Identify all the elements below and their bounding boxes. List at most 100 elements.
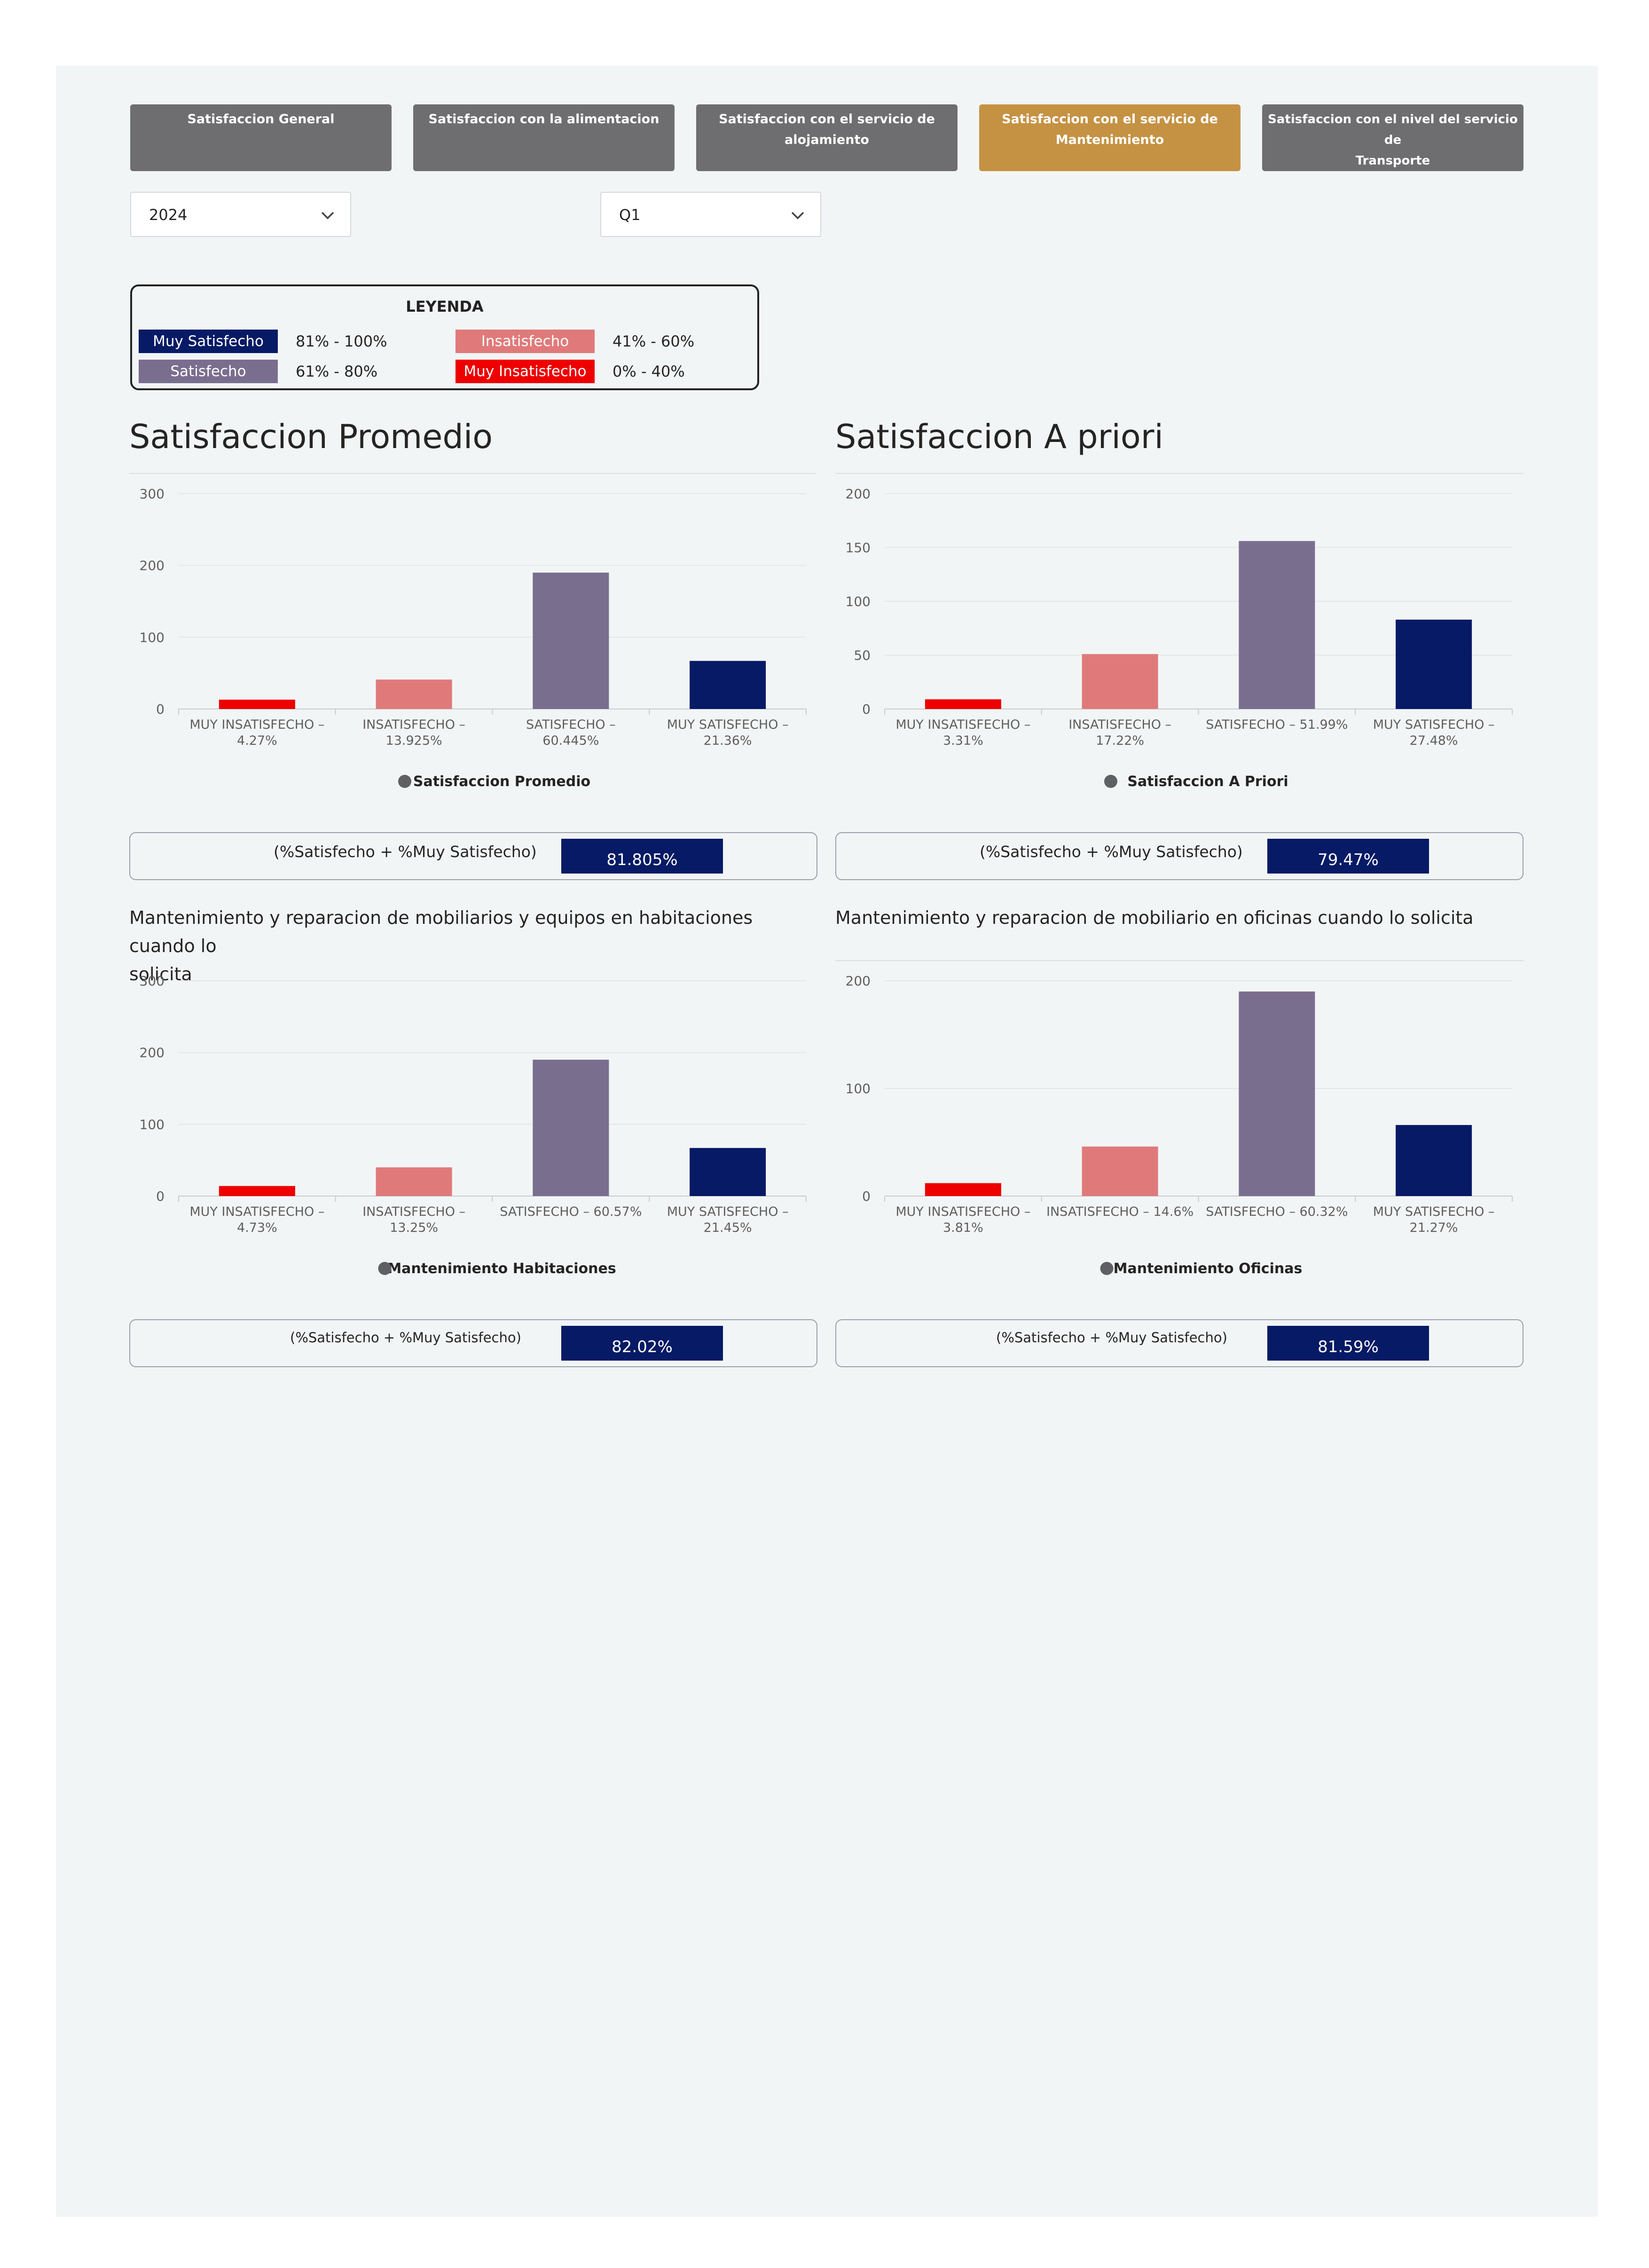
x-tick-label: MUY SATISFECHO – [1373,717,1495,732]
y-tick-label: 0 [156,1189,165,1204]
legend-label: Mantenimiento Habitaciones [387,1260,616,1277]
kpi-label: (%Satisfecho + %Muy Satisfecho) [996,1330,1227,1346]
tab-satisfaccion-transporte[interactable]: Satisfaccion con el nivel del servicio d… [1262,104,1523,171]
kpi-value: 82.02% [561,1326,723,1361]
x-tick-label: 27.48% [1410,733,1458,748]
x-tick-label: MUY INSATISFECHO – [895,1205,1030,1219]
tab-satisfaccion-mantenimiento[interactable]: Satisfaccion con el servicio de Mantenim… [979,104,1241,171]
x-tick-label: SATISFECHO – [526,717,616,732]
x-tick-label: INSATISFECHO – 14.6% [1046,1205,1194,1219]
y-tick-label: 0 [862,1189,871,1204]
legend-label: Mantenimiento Oficinas [1114,1260,1303,1277]
x-tick-label: MUY SATISFECHO – [1373,1205,1495,1219]
x-tick-label: MUY INSATISFECHO – [189,717,324,732]
bar-chart-mantenimiento-oficinas: 0 100 200 MUY INSATISFECHO – 3.81% INSATISFEC… [846,973,1513,1277]
kpi-label: (%Satisfecho + %Muy Satisfecho) [980,843,1243,861]
bar [376,1167,452,1196]
tab-label-line2: Transporte [1355,154,1430,168]
tab-satisfaccion-alimentacion[interactable]: Satisfaccion con la alimentacion [413,104,675,171]
y-tick-label: 100 [140,630,165,645]
x-tick-label: 21.36% [704,733,752,748]
quarter-select-value: Q1 [619,206,641,224]
kpi-label: (%Satisfecho + %Muy Satisfecho) [274,843,537,861]
kpi-value: 79.47% [1267,839,1429,874]
bar [690,661,766,709]
x-tick-label: 21.27% [1410,1221,1458,1235]
title-divider [835,473,1523,474]
kpi-label: (%Satisfecho + %Muy Satisfecho) [290,1330,521,1346]
x-tick-label: 4.73% [237,1221,277,1235]
legend-marker [1100,1262,1114,1275]
tab-label: Satisfaccion General [187,112,335,126]
y-tick-label: 0 [862,701,871,717]
legend-label: Satisfaccion Promedio [413,773,590,790]
chevron-down-icon [791,212,804,220]
bar [219,700,295,709]
legend-marker [1104,775,1117,788]
kpi-box-satisfaccion-promedio: (%Satisfecho + %Muy Satisfecho) 81.805% [129,832,817,880]
x-tick-label: 3.81% [943,1221,983,1235]
bar-chart-satisfaccion-a-priori: 0 50 100 150 200 MUY INSATISFECHO –3.31% INSAT… [846,486,1513,790]
kpi-box-satisfaccion-a-priori: (%Satisfecho + %Muy Satisfecho) 79.47% [835,832,1523,880]
legend-label: Satisfaccion A Priori [1127,773,1288,790]
x-tick-label: MUY SATISFECHO – [667,1205,789,1219]
x-tick-label: MUY INSATISFECHO – [189,1205,324,1219]
y-tick-label: 200 [846,486,871,502]
title-divider [129,473,817,474]
y-tick-label: 300 [140,973,165,989]
legend-range-muy-satisfecho: 81% - 100% [296,332,387,350]
legend-range-muy-insatisfecho: 0% - 40% [612,362,685,380]
x-tick-label: 4.27% [237,733,277,748]
y-tick-label: 200 [140,558,165,574]
tab-satisfaccion-alojamiento[interactable]: Satisfaccion con el servicio de alojamie… [696,104,958,171]
chevron-down-icon [321,212,334,220]
tab-label-line2: alojamiento [785,133,869,147]
legend-range-satisfecho: 61% - 80% [296,362,378,380]
chart-title-mantenimiento-habitaciones: Mantenimiento y reparacion de mobiliario… [129,904,820,988]
year-select[interactable]: 2024 [130,192,351,237]
chart-title-mantenimiento-oficinas: Mantenimiento y reparacion de mobiliario… [835,907,1474,928]
kpi-box-mantenimiento-oficinas: (%Satisfecho + %Muy Satisfecho) 81.59% [835,1319,1523,1367]
x-tick-label: SATISFECHO – 60.57% [500,1205,642,1219]
kpi-box-mantenimiento-habitaciones: (%Satisfecho + %Muy Satisfecho) 82.02% [129,1319,817,1367]
x-tick-label: MUY INSATISFECHO – [895,717,1030,732]
bar [1082,1146,1158,1196]
legend-box: LEYENDA Muy Satisfecho 81% - 100% Insati… [130,284,759,390]
legend-chip-muy-satisfecho: Muy Satisfecho [139,330,278,353]
legend-marker [398,775,411,788]
bar [533,1059,609,1196]
bar [376,679,452,709]
report-canvas [56,66,1598,2217]
y-tick-label: 200 [846,973,871,989]
x-tick-label: 3.31% [943,733,983,748]
legend-chip-muy-insatisfecho: Muy Insatisfecho [455,360,595,383]
y-tick-label: 100 [846,1081,871,1096]
legend-title: LEYENDA [406,298,484,315]
tab-satisfaccion-general[interactable]: Satisfaccion General [130,104,392,171]
x-tick-label: MUY SATISFECHO – [667,717,789,732]
y-tick-label: 200 [140,1045,165,1061]
bar [533,572,609,709]
legend-chip-insatisfecho: Insatisfecho [455,330,595,353]
chart-title-line1: Mantenimiento y reparacion de mobiliario… [129,907,753,956]
tab-label: Satisfaccion con el servicio de [1002,112,1218,126]
chart-title-satisfaccion-promedio: Satisfaccion Promedio [129,417,493,456]
tab-label: Satisfaccion con el nivel del servicio d… [1268,112,1518,147]
tab-label: Satisfaccion con el servicio de [719,112,935,126]
kpi-value: 81.59% [1267,1326,1429,1361]
kpi-value: 81.805% [561,839,723,874]
y-tick-label: 100 [140,1117,165,1132]
tab-label-line2: Mantenimiento [1055,133,1164,147]
legend-chip-satisfecho: Satisfecho [139,360,278,383]
title-divider [835,960,1523,961]
bar [1239,541,1315,709]
bar [219,1186,295,1196]
legend-range-insatisfecho: 41% - 60% [612,332,695,350]
y-tick-label: 150 [846,540,871,556]
x-tick-label: 13.925% [386,733,442,748]
y-tick-label: 300 [140,486,165,502]
legend-marker [378,1262,392,1275]
year-select-value: 2024 [149,206,188,224]
y-tick-label: 0 [156,701,165,717]
quarter-select[interactable]: Q1 [600,192,821,237]
